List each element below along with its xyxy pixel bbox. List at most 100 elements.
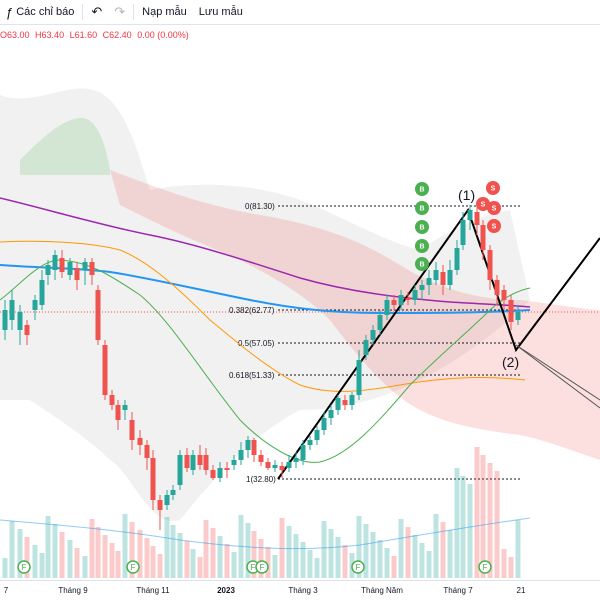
buy-signal-badge[interactable]: B [415,182,429,196]
time-tick: Tháng Năm [361,586,403,595]
candle-body [89,262,95,275]
event-marker-text: F [251,563,256,572]
volume-bar [426,551,432,578]
event-marker[interactable]: F [255,560,269,574]
redo-button[interactable]: ↷ [108,0,131,24]
volume-bar [129,522,135,578]
buy-signal-badge[interactable]: B [415,257,429,271]
time-axis[interactable]: 7 Tháng 9 Tháng 11 2023 Tháng 3 Tháng Nă… [0,580,600,601]
candle-body [2,310,8,330]
event-marker-text: F [356,563,361,572]
candle-body [74,268,80,280]
candle-body [293,458,299,462]
candle-body [137,438,143,445]
volume-bar [17,529,23,578]
event-marker[interactable]: F [478,560,492,574]
volume-bar [45,516,51,578]
sell-signal-badge[interactable]: S [487,201,501,215]
event-marker[interactable]: F [126,560,140,574]
volume-bar [377,540,383,578]
candle-body [52,255,58,270]
volume-bar [501,549,507,578]
volume-bar [487,463,493,578]
event-marker[interactable]: F [17,560,31,574]
projection-line [515,344,600,401]
volume-bar [300,542,306,578]
save-template-button[interactable]: Lưu mẫu [193,0,249,24]
candle-body [460,220,466,245]
volume-bar [405,527,411,578]
volume-bar [384,548,390,578]
candle-body [321,418,327,430]
volume-bar [122,514,128,578]
volume-bar [508,557,514,578]
volume-bar [398,519,404,578]
candle-body [426,278,432,285]
volume-bar [335,537,341,578]
volume-bar [293,534,299,578]
buy-signal-badge[interactable]: B [415,201,429,215]
candlesticks[interactable] [2,205,521,530]
ma-orange-line [0,240,526,392]
sell-signal-badge[interactable]: S [476,197,490,211]
candle-body [24,325,30,335]
volume-bar [150,546,156,578]
sell-signal-badge-text: S [481,202,486,209]
candle-body [245,440,251,450]
candle-body [144,445,150,458]
load-template-label: Nạp mẫu [142,6,187,18]
buy-signal-badge[interactable]: B [415,239,429,253]
sell-signal-badge-shape [487,201,501,215]
event-marker-text: F [22,563,27,572]
candle-body [67,262,73,275]
candle-body [419,285,425,290]
undo-button[interactable]: ↶ [85,0,108,24]
buy-signal-badge[interactable]: B [415,220,429,234]
redo-icon: ↷ [114,4,126,19]
event-marker[interactable]: F [351,560,365,574]
volume-bar [321,521,327,578]
chart-toolbar: ƒ Các chỉ báo ↶ ↷ Nạp mẫu Lưu mẫu [0,0,600,25]
price-chart[interactable]: 0(81.30) 0.382(62.77) 0.5(57.05) 0.618(5… [0,0,600,580]
event-marker-shape [17,560,31,574]
sell-signal-badge[interactable]: S [487,219,501,233]
ohlc-change: 0.00 (0.00%) [137,30,189,40]
candle-body [342,400,348,405]
candle-body [433,270,439,280]
volume-bar [102,535,108,578]
wave-label: (2) [502,354,519,370]
candle-body [9,300,15,320]
ohlc-high: H63.40 [35,30,65,40]
volume-bar [307,550,313,578]
indicators-button[interactable]: ƒ Các chỉ báo [0,0,80,24]
candle-body [190,455,196,470]
candle-body [494,280,500,295]
candle-body [440,272,446,285]
wave-label: (1) [458,187,475,203]
candle-body [349,395,355,405]
volume-bar [217,536,223,578]
time-tick: 21 [516,586,526,595]
candle-body [300,445,306,460]
volume-bar [454,468,460,578]
candle-body [515,312,521,320]
indicators-icon: ƒ [6,4,14,20]
load-template-button[interactable]: Nạp mẫu [136,0,193,24]
candle-body [170,490,176,495]
candle-body [265,462,271,468]
undo-icon: ↶ [91,4,103,19]
candle-body [370,330,376,340]
time-tick: Tháng 9 [58,586,88,595]
sell-signal-badge[interactable]: S [486,181,500,195]
candle-body [391,300,397,305]
candle-body [487,250,493,280]
volume-bar [89,519,95,578]
volume-bar [82,556,88,578]
volume-bar [342,545,348,578]
candle-body [164,495,170,505]
volume-bar [314,558,320,578]
volume-bar [157,554,163,578]
buy-signal-badge-shape [415,257,429,271]
volume-bar [184,541,190,578]
